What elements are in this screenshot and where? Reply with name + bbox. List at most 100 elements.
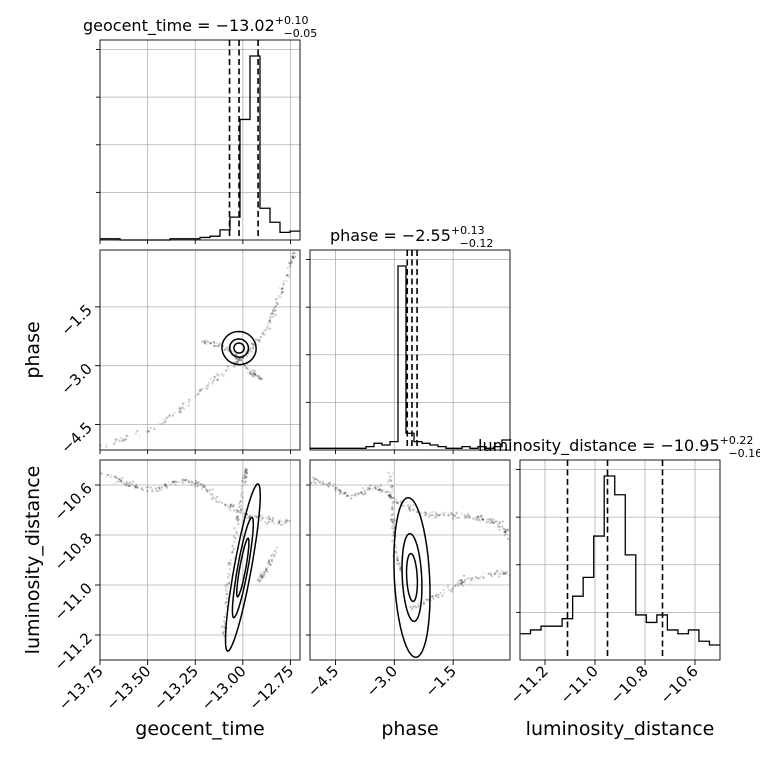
scatter-point [499,572,502,576]
scatter-point [245,469,248,472]
scatter-point [392,519,395,522]
scatter-point [267,560,270,564]
scatter-point [238,358,241,361]
scatter-point [431,514,434,517]
scatter-point [213,344,216,348]
scatter-point [287,273,290,276]
scatter-point [271,517,275,520]
scatter-point [227,367,230,370]
scatter-point [115,477,118,480]
scatter-point [244,474,247,477]
scatter-point [135,483,138,486]
scatter-point [422,602,425,605]
scatter-point [238,359,242,362]
scatter-point [227,581,231,584]
scatter-point [334,487,337,490]
scatter-point [493,573,496,576]
scatter-point [482,518,485,522]
scatter-point [494,572,497,575]
scatter-point [146,430,149,433]
scatter-point [266,328,269,331]
scatter-point [391,506,394,509]
scatter-point [279,296,283,299]
scatter-point [434,511,437,514]
scatter-point [437,595,440,599]
scatter-point [291,255,294,259]
scatter-point [290,261,293,264]
scatter-point [278,521,281,524]
scatter-point [225,592,229,596]
scatter-point [239,493,243,496]
scatter-point [238,358,241,362]
scatter-point [225,586,228,590]
scatter-point [294,252,297,255]
scatter-point [351,494,354,497]
scatter-point [146,489,149,492]
scatter-point [396,501,399,504]
scatter-point [322,483,326,486]
scatter-point [174,483,177,486]
scatter-point [371,488,374,491]
scatter-point [235,360,239,363]
scatter-point [229,503,233,506]
scatter-point [237,509,240,512]
scatter-point [498,522,501,525]
scatter-point [274,298,278,301]
scatter-point [504,530,507,533]
scatter-point [260,575,263,579]
scatter-point [277,296,281,299]
scatter-point [265,568,268,572]
scatter-point [440,594,444,597]
scatter-point [105,445,108,448]
scatter-point [476,515,479,518]
scatter-point [328,481,332,484]
scatter-point [193,483,196,486]
scatter-point [496,523,499,526]
scatter-point [159,488,162,492]
scatter-point [273,552,276,556]
scatter-point [408,507,411,510]
scatter-point [113,481,116,485]
scatter-point [270,316,274,319]
scatter-point [178,410,181,413]
scatter-point [426,599,429,603]
scatter-point [389,496,392,499]
scatter-point [275,546,278,549]
scatter-point [275,301,278,304]
scatter-point [432,516,435,519]
scatter-point [265,567,268,570]
scatter-point [134,486,137,489]
scatter-point [278,521,281,524]
scatter-point [166,416,169,419]
scatter-point [188,480,191,484]
scatter-point [245,355,249,358]
scatter-point [243,475,247,478]
scatter-point [238,505,241,509]
scatter-point [281,287,284,290]
scatter-point [173,480,176,483]
scatter-point [256,516,259,520]
scatter-point [396,557,399,560]
panel-frame [99,249,301,451]
panel-frame [99,39,301,241]
scatter-point [388,495,391,498]
scatter-point [226,585,230,588]
scatter-point [260,575,264,578]
scatter-point [278,286,281,289]
scatter-point [344,491,347,494]
scatter-point [169,483,172,486]
scatter-point [124,438,127,441]
scatter-point [463,514,466,517]
scatter-point [412,508,415,511]
scatter-point [272,309,275,312]
scatter-point [267,320,270,323]
scatter-point [269,321,272,324]
scatter-point [230,558,233,562]
scatter-point [164,421,167,424]
scatter-point [266,522,269,525]
scatter-point [204,385,207,388]
scatter-point [164,484,167,487]
scatter-point [226,505,229,508]
scatter-point [259,514,262,517]
scatter-point [434,594,437,597]
